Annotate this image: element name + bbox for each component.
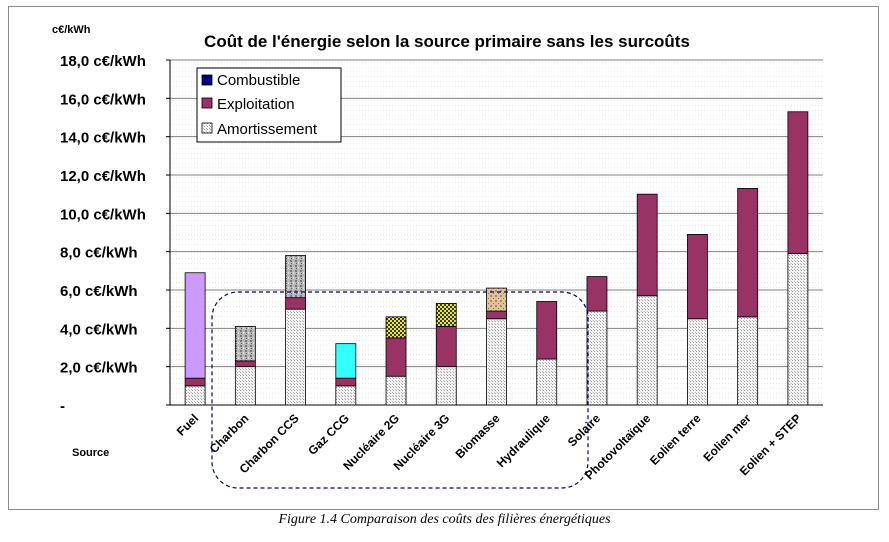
bar-combustible — [285, 255, 306, 299]
legend-swatch-amortissement — [201, 122, 213, 134]
y-tick-label: 2,0 c€/kWh — [60, 360, 138, 377]
x-tick-label: Eolien terre — [647, 411, 704, 468]
x-tick-label: Charbon — [207, 411, 252, 456]
bar-exploitation — [335, 377, 357, 387]
legend-swatch-combustible — [201, 74, 213, 86]
y-tick-label: 8,0 c€/kWh — [60, 245, 138, 262]
legend: Combustible Exploitation Amortissement — [196, 67, 342, 143]
y-tick-label: 12,0 c€/kWh — [60, 168, 146, 185]
y-tick-label: 4,0 c€/kWh — [60, 321, 138, 338]
x-axis-label: Source — [72, 447, 109, 459]
bar-exploitation — [234, 360, 256, 368]
x-tick-label: Fuel — [174, 411, 201, 438]
y-tick-label: 18,0 c€/kWh — [60, 53, 146, 70]
figure-caption: Figure 1.4 Comparaison des coûts des fil… — [278, 512, 611, 527]
bar-amortissement — [285, 308, 306, 406]
bar-amortissement — [737, 316, 759, 406]
chart: c€/kWh Coût de l'énergie selon la source… — [52, 24, 823, 489]
bar-amortissement — [586, 310, 608, 406]
bar-combustible — [234, 326, 256, 362]
y-tick-label: 10,0 c€/kWh — [60, 206, 146, 223]
bar-combustible — [184, 272, 206, 379]
legend-box — [196, 67, 342, 143]
bar-amortissement — [335, 385, 357, 406]
y-tick-label: - — [60, 398, 65, 415]
y-tick-label: 16,0 c€/kWh — [60, 91, 146, 108]
x-tick-label: Eolien mer — [700, 411, 754, 465]
bar-amortissement — [687, 318, 708, 406]
bar-exploitation — [586, 276, 608, 312]
bar-amortissement — [385, 375, 407, 406]
y-tick-label: 14,0 c€/kWh — [60, 130, 146, 147]
bar-exploitation — [536, 301, 558, 360]
legend-label-exploitation: Exploitation — [217, 96, 295, 113]
bar-exploitation — [486, 310, 507, 320]
legend-swatch-exploitation — [201, 97, 213, 109]
bar-combustible — [486, 287, 507, 312]
bar-exploitation — [687, 234, 708, 320]
bar-exploitation — [787, 111, 809, 254]
bar-exploitation — [737, 188, 759, 318]
x-tick-label: Gaz CCG — [305, 411, 352, 458]
bar-amortissement — [787, 253, 809, 406]
bar-amortissement — [435, 366, 457, 406]
chart-frame — [8, 6, 879, 510]
bar-combustible — [435, 303, 457, 327]
bar-exploitation — [285, 297, 306, 310]
bar-exploitation — [636, 193, 658, 297]
chart-title: Coût de l'énergie selon la source primai… — [204, 32, 690, 51]
x-tick-label: Hydraulique — [494, 411, 553, 470]
bar-amortissement — [234, 366, 256, 406]
bar-exploitation — [435, 326, 457, 368]
bar-combustible — [385, 316, 407, 339]
legend-label-combustible: Combustible — [217, 72, 300, 89]
bar-amortissement — [636, 295, 658, 406]
bar-combustible — [335, 343, 357, 379]
bar-amortissement — [536, 358, 558, 406]
bar-amortissement — [184, 385, 206, 406]
highlight-dashed-box — [211, 291, 589, 489]
bar-amortissement — [486, 318, 507, 406]
y-tick-label: 6,0 c€/kWh — [60, 283, 138, 300]
bar-exploitation — [184, 377, 206, 387]
bar-exploitation — [385, 337, 407, 377]
y-unit-label: c€/kWh — [52, 24, 91, 36]
x-tick-label: Solaire — [565, 411, 603, 449]
legend-label-amortissement: Amortissement — [217, 121, 318, 138]
x-tick-label: Biomasse — [453, 411, 503, 461]
